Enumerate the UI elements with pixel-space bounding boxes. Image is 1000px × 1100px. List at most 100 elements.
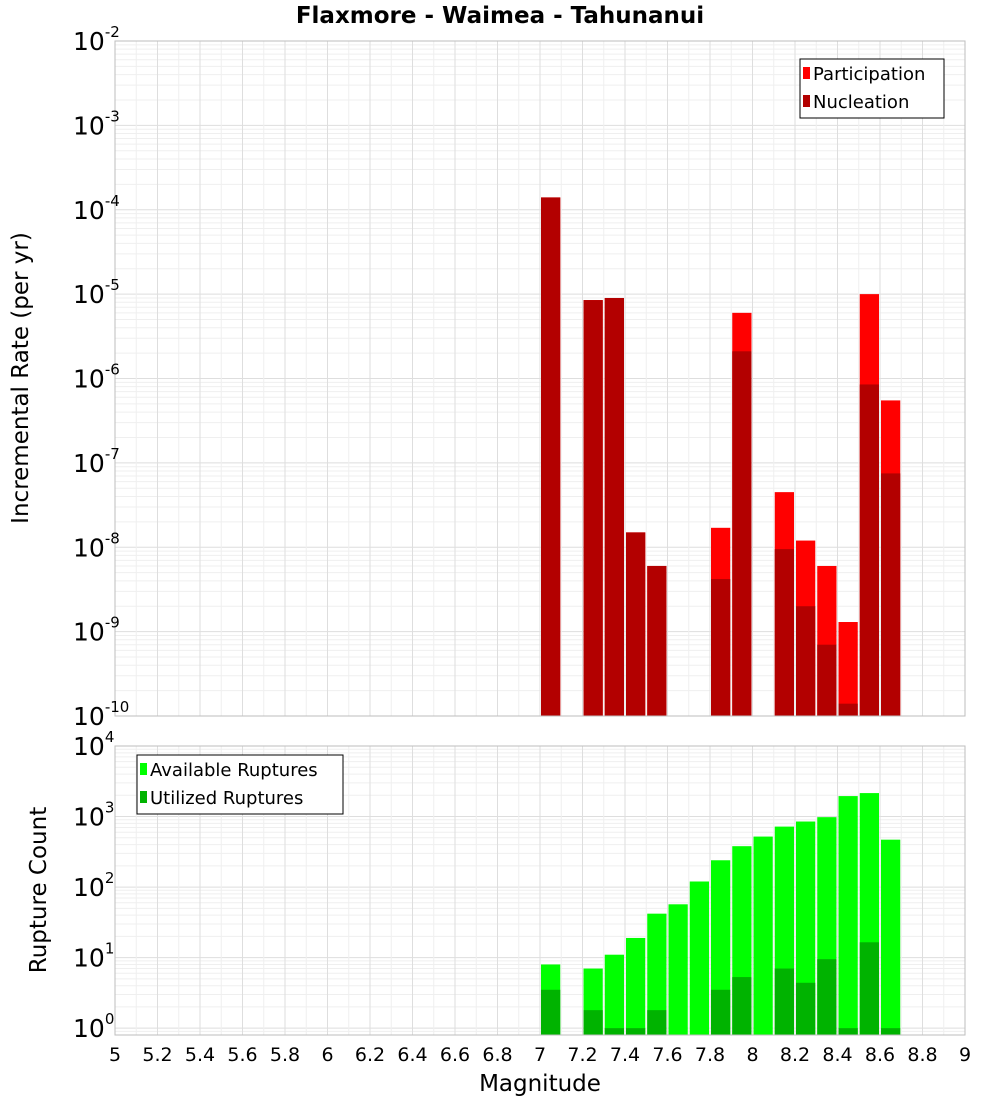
bottom-y-tick-exp: 0 xyxy=(105,1010,115,1028)
top-y-tick-label: 10-10 xyxy=(73,698,129,731)
top-y-tick-label: 10-3 xyxy=(73,107,120,140)
x-ticks: 5 5.2 5.4 5.6 5.8 6 6.2 6.4 6.6 6.8 7 7.2 7.4 7.6 7.8 8… xyxy=(109,1044,971,1066)
top-y-tick-exp: -10 xyxy=(105,698,130,716)
x-tick-label: 7.6 xyxy=(652,1044,682,1066)
x-tick-label: 5.6 xyxy=(227,1044,257,1066)
top-grid xyxy=(114,41,966,717)
x-tick-label: 8.4 xyxy=(822,1044,852,1066)
bottom-bar-series2 xyxy=(626,1028,646,1035)
bottom-y-tick-exp: 3 xyxy=(105,799,115,817)
bottom-bar-series1 xyxy=(668,904,688,1035)
bottom-bar-series1 xyxy=(647,913,667,1035)
bottom-bar-series1 xyxy=(604,954,624,1035)
top-bar-series2 xyxy=(647,565,667,716)
bottom-y-tick-label: 101 xyxy=(73,940,114,973)
bottom-bar-series1 xyxy=(881,839,901,1035)
top-legend-swatch xyxy=(803,67,810,79)
bottom-plot-frame xyxy=(114,745,966,1036)
bottom-y-tick-exp: 4 xyxy=(105,728,115,746)
top-y-tick-base: 10 xyxy=(73,618,105,647)
bottom-bar-series2 xyxy=(838,1028,858,1035)
x-tick-label: 5 xyxy=(109,1044,121,1066)
bottom-bars xyxy=(541,793,901,1035)
top-y-tick-label: 10-7 xyxy=(73,445,120,478)
x-tick-label: 5.4 xyxy=(185,1044,215,1066)
bottom-y-tick-base: 10 xyxy=(73,944,105,973)
bottom-bar-series2 xyxy=(711,989,731,1035)
bottom-bar-series2 xyxy=(859,942,879,1035)
bottom-y-tick-exp: 1 xyxy=(105,940,115,958)
top-legend-label: Participation xyxy=(813,64,925,85)
x-tick-label: 6.2 xyxy=(355,1044,385,1066)
bottom-bar-series2 xyxy=(604,1028,624,1035)
top-bar-series2 xyxy=(604,297,624,716)
x-tick-label: 8.2 xyxy=(780,1044,810,1066)
top-y-tick-label: 10-6 xyxy=(73,361,120,394)
top-bars xyxy=(541,197,901,717)
chart-title: Flaxmore - Waimea - Tahunanui xyxy=(296,3,704,29)
bottom-y-tick-base: 10 xyxy=(73,873,105,902)
bottom-bar-series1 xyxy=(753,836,773,1035)
bottom-y-tick-exp: 2 xyxy=(105,869,115,887)
top-bar-series2 xyxy=(796,606,816,716)
x-tick-label: 7.2 xyxy=(567,1044,597,1066)
top-bar-series2 xyxy=(881,473,901,716)
top-y-axis-label: Incremental Rate (per yr) xyxy=(8,232,34,524)
bottom-bar-series2 xyxy=(774,968,794,1035)
top-panel: 10-1010-910-810-710-610-510-410-310-2Par… xyxy=(73,23,966,731)
top-y-tick-label: 10-9 xyxy=(73,614,120,647)
x-tick-label: 6.6 xyxy=(440,1044,470,1066)
x-tick-label: 6.8 xyxy=(482,1044,512,1066)
x-tick-label: 7.8 xyxy=(695,1044,725,1066)
bottom-legend-swatch xyxy=(140,763,147,775)
bottom-bar-series2 xyxy=(732,977,752,1035)
x-tick-label: 8 xyxy=(746,1044,758,1066)
x-tick-label: 5.8 xyxy=(270,1044,300,1066)
x-axis-label: Magnitude xyxy=(479,1071,601,1097)
top-bar-series1 xyxy=(838,622,858,716)
x-tick-label: 5.2 xyxy=(142,1044,172,1066)
top-y-tick-base: 10 xyxy=(73,196,105,225)
bottom-bar-series1 xyxy=(689,881,709,1035)
top-bar-series2 xyxy=(817,644,837,716)
bottom-bar-series2 xyxy=(796,982,816,1035)
top-y-tick-exp: -9 xyxy=(105,614,120,632)
top-y-tick-exp: -4 xyxy=(105,192,120,210)
top-legend-label: Nucleation xyxy=(813,92,909,113)
bottom-bar-series1 xyxy=(796,821,816,1035)
bottom-legend-label: Utilized Ruptures xyxy=(150,788,303,809)
bottom-y-axis-label: Rupture Count xyxy=(26,807,52,973)
bottom-y-tick-label: 103 xyxy=(73,799,114,832)
bottom-bar-series2 xyxy=(583,1010,603,1035)
x-tick-label: 7 xyxy=(534,1044,546,1066)
top-bar-series2 xyxy=(541,197,561,717)
top-y-tick-base: 10 xyxy=(73,533,105,562)
bottom-bar-series1 xyxy=(626,937,646,1035)
bottom-legend-box xyxy=(136,754,344,815)
x-tick-label: 6 xyxy=(321,1044,333,1066)
bottom-bar-series2 xyxy=(881,1028,901,1035)
top-bar-series2 xyxy=(583,300,603,716)
x-tick-label: 9 xyxy=(959,1044,971,1066)
x-tick-label: 7.4 xyxy=(610,1044,640,1066)
top-y-tick-exp: -5 xyxy=(105,276,120,294)
top-plot-frame xyxy=(114,40,966,717)
top-y-tick-exp: -7 xyxy=(105,445,120,463)
top-bar-series2 xyxy=(711,579,731,716)
top-y-tick-base: 10 xyxy=(73,365,105,394)
bottom-legend-label: Available Ruptures xyxy=(150,760,318,781)
top-legend-swatch xyxy=(803,95,810,107)
top-y-tick-base: 10 xyxy=(73,280,105,309)
bottom-y-tick-label: 102 xyxy=(73,869,114,902)
bottom-y-tick-base: 10 xyxy=(73,732,105,761)
top-y-tick-exp: -8 xyxy=(105,529,120,547)
top-y-tick-base: 10 xyxy=(73,111,105,140)
top-y-tick-label: 10-4 xyxy=(73,192,120,225)
top-bar-series2 xyxy=(774,549,794,716)
top-bar-series2 xyxy=(838,703,858,716)
top-y-tick-label: 10-5 xyxy=(73,276,120,309)
